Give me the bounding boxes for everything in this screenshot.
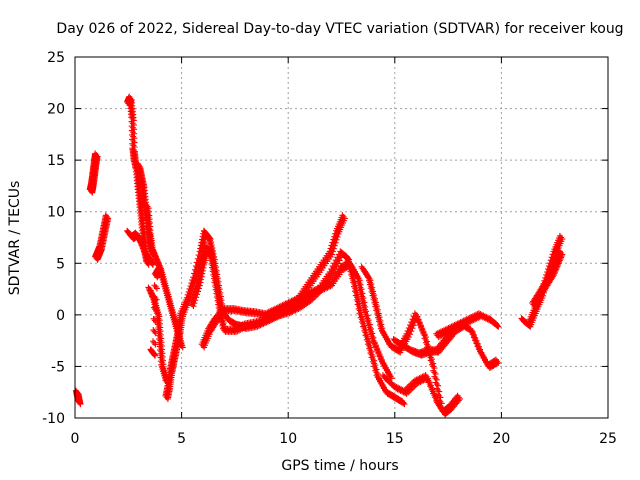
series-arc-5: [124, 227, 156, 268]
data-point: [152, 352, 159, 359]
data-point: [495, 323, 502, 330]
data-point: [341, 215, 348, 222]
series-arc-10: [147, 263, 165, 359]
series-arc-14: [379, 372, 463, 418]
y-axis-label: SDTVAR / TECUs: [7, 181, 23, 296]
data-point: [153, 296, 160, 303]
data-point: [495, 359, 502, 366]
y-tick-label: -5: [51, 359, 65, 375]
x-axis-label: GPS time / hours: [281, 458, 398, 474]
series-arc-12: [188, 243, 408, 408]
data-point: [388, 375, 395, 382]
data-point: [94, 153, 101, 160]
data-point: [559, 251, 566, 258]
data-point: [149, 261, 156, 268]
x-tick-label: 20: [492, 431, 510, 447]
data-point: [152, 341, 159, 348]
x-tick-label: 25: [599, 431, 617, 447]
data-point: [196, 282, 203, 289]
data-point: [201, 239, 208, 246]
grid: [75, 57, 608, 418]
y-tick-label: 0: [56, 308, 65, 324]
data-point: [199, 267, 206, 274]
series-arc-3: [92, 212, 112, 263]
series-arc-13: [198, 258, 395, 382]
data-point: [200, 264, 207, 271]
x-tick-label: 15: [386, 431, 404, 447]
data-point: [202, 236, 209, 243]
x-tick-label: 10: [279, 431, 297, 447]
data-point: [153, 307, 160, 314]
data-point: [198, 273, 205, 280]
data-point: [197, 279, 204, 286]
x-tick-label: 0: [71, 431, 80, 447]
series-arc-7: [143, 201, 186, 351]
y-tick-label: 20: [47, 102, 65, 118]
data-point: [199, 270, 206, 277]
data-points: [72, 93, 566, 418]
y-tick-label: 25: [47, 50, 65, 66]
data-point: [152, 330, 159, 337]
series-arc-9: [162, 310, 186, 402]
data-point: [198, 276, 205, 283]
x-tick-label: 5: [177, 431, 186, 447]
data-point: [77, 401, 84, 408]
data-point: [401, 401, 408, 408]
data-point: [105, 215, 112, 222]
data-point: [152, 319, 159, 326]
data-point: [153, 285, 160, 292]
series-arc-17: [433, 310, 502, 341]
data-point: [439, 406, 446, 413]
y-tick-label: -10: [42, 411, 65, 427]
plot-frame: [74, 56, 609, 419]
y-tick-label: 5: [56, 256, 65, 272]
y-tick-label: 10: [47, 205, 65, 221]
data-point: [456, 395, 463, 402]
data-point: [559, 236, 566, 243]
data-point: [157, 268, 164, 275]
chart-title: Day 026 of 2022, Sidereal Day-to-day VTE…: [56, 21, 623, 37]
series-arc-2: [86, 150, 101, 196]
data-point: [179, 344, 186, 351]
y-tick-label: 15: [47, 153, 65, 169]
data-point: [158, 267, 165, 274]
series-arc-19: [529, 248, 566, 310]
